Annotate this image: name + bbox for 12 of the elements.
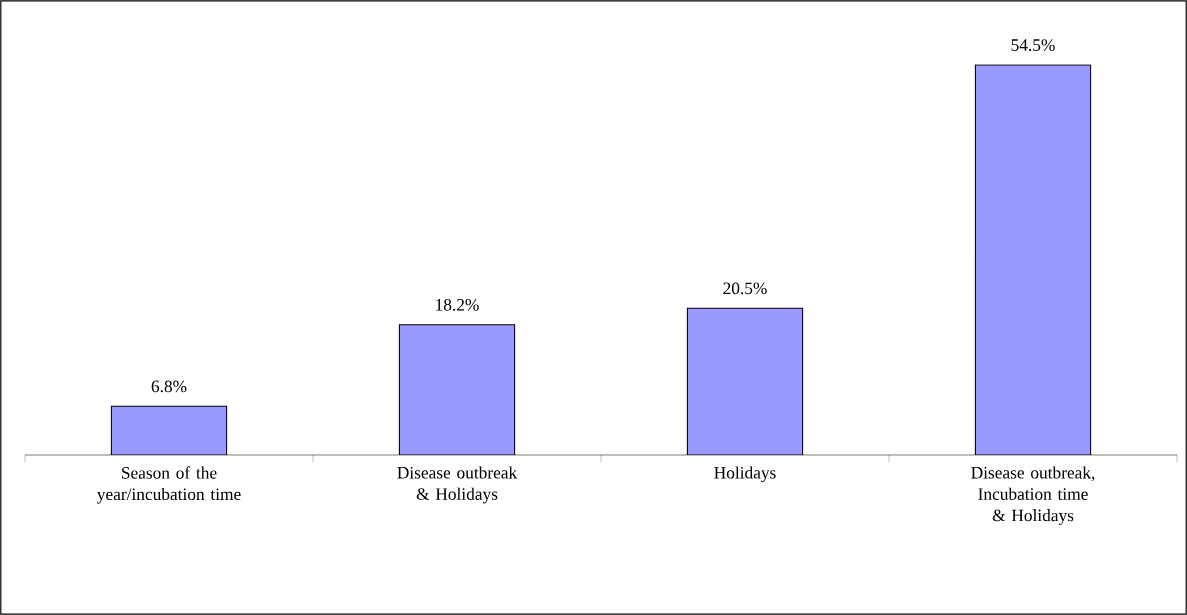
bar <box>686 307 804 455</box>
x-tick-label: Disease outbreak & Holidays <box>397 466 518 504</box>
data-label: 6.8% <box>151 380 187 393</box>
bar <box>974 64 1092 455</box>
data-label: 20.5% <box>723 282 767 295</box>
bar <box>398 324 516 455</box>
x-tick-label: Season of the year/incubation time <box>97 466 241 504</box>
bar <box>110 405 228 455</box>
x-tick-label: Holidays <box>714 466 776 483</box>
x-tick-label: Disease outbreak, Incubation time & Holidays <box>971 466 1095 525</box>
data-label: 18.2% <box>436 298 479 311</box>
data-label: 54.5% <box>1011 39 1055 51</box>
